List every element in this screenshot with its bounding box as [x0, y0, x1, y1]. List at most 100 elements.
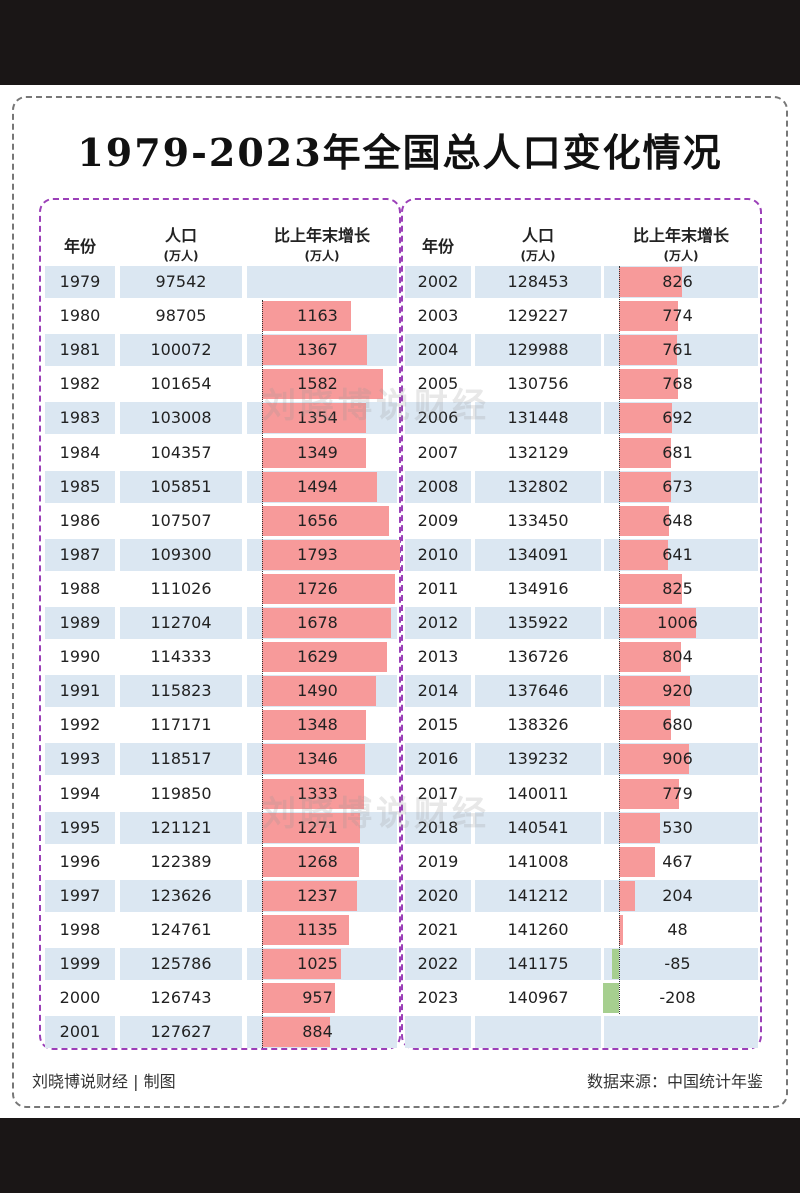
growth-bar-positive	[262, 710, 366, 741]
column-header-growth: 比上年末增长 (万人)	[604, 222, 758, 264]
population-cell: 128453	[475, 266, 601, 298]
year-cell: 1986	[59, 510, 101, 530]
growth-bar-positive	[619, 710, 672, 741]
population-cell: 109300	[120, 538, 242, 571]
year-cell: 1996	[59, 851, 101, 871]
growth-value-label: 673	[662, 476, 693, 496]
left-panel	[39, 198, 401, 1050]
population-cell: 140967	[507, 988, 569, 1008]
growth-value-label: 1793	[297, 544, 338, 564]
population-cell: 132802	[475, 470, 601, 503]
year-cell: 1999	[45, 948, 115, 980]
year-cell: 2019	[417, 851, 459, 871]
growth-value-label: -85	[664, 954, 691, 973]
page-title: 1979-2023年全国总人口变化情况	[77, 130, 723, 175]
year-cell: 1993	[45, 743, 115, 776]
header-population: 人口	[521, 226, 554, 245]
growth-value-label: 1025	[297, 954, 338, 973]
table-row: 2008 132802 673	[0, 470, 800, 503]
population-cell: 115823	[120, 675, 242, 708]
table-row: 2017 140011 779	[0, 778, 800, 810]
growth-value-label: 681	[662, 442, 693, 462]
population-cell: 103008	[120, 402, 242, 435]
population-cell: 138326	[507, 715, 569, 735]
table-row: 2015 138326 680	[0, 709, 800, 741]
year-cell: 1982	[59, 374, 101, 394]
growth-cell	[604, 948, 758, 980]
growth-value-label: 1348	[297, 715, 338, 735]
growth-bar-positive	[619, 812, 660, 843]
population-cell: 141260	[507, 919, 569, 939]
growth-bar-positive	[619, 846, 655, 877]
population-cell: 135922	[475, 607, 601, 639]
population-cell: 141212	[475, 879, 601, 912]
population-cell: 101654	[150, 374, 212, 394]
column-header-year: 年份	[45, 233, 115, 257]
population-cell: 126743	[150, 988, 212, 1008]
year-cell: 2010	[405, 538, 471, 571]
table-row: 1992 117171 1348	[0, 709, 800, 741]
year-cell: 1985	[45, 470, 115, 503]
year-cell: 2017	[417, 783, 459, 803]
growth-bar-positive	[619, 778, 679, 809]
population-cell: 119850	[150, 783, 212, 803]
growth-bar-positive	[262, 914, 350, 945]
population-cell: 98705	[155, 306, 207, 326]
growth-value-label: 530	[662, 817, 693, 837]
growth-value-label: 906	[662, 749, 693, 769]
table-row: 2022 141175 -85	[0, 948, 800, 980]
population-cell: 125786	[120, 948, 242, 980]
growth-bar-positive	[262, 983, 336, 1014]
growth-value-label: 467	[662, 851, 693, 871]
population-cell: 131448	[475, 402, 601, 435]
growth-bar-negative	[603, 983, 619, 1014]
table-row: 2003 129227 774	[0, 300, 800, 332]
header-growth-unit: (万人)	[663, 249, 699, 263]
table-row: 1990 114333 1629	[0, 641, 800, 673]
growth-bar-positive	[619, 437, 672, 468]
growth-bar-positive	[262, 573, 395, 604]
population-cell: 121121	[120, 811, 242, 844]
population-cell: 112704	[120, 607, 242, 639]
table-row: 1998 124761 1135	[0, 914, 800, 946]
year-cell: 1994	[59, 783, 101, 803]
table-row: 2014 137646 920	[0, 675, 800, 708]
population-cell: 111026	[150, 578, 212, 598]
table-row: 1999 125786 1025	[0, 948, 800, 980]
growth-value-label: 1629	[297, 647, 338, 667]
table-row: 2018 140541 530	[0, 811, 800, 844]
year-cell: 2011	[417, 578, 459, 598]
table-row: 2013 136726 804	[0, 641, 800, 673]
population-cell: 118517	[120, 743, 242, 776]
growth-bar-positive	[619, 369, 678, 400]
growth-value-label: 641	[662, 544, 693, 564]
header-growth: 比上年末增长	[632, 226, 729, 245]
zero-axis-line	[262, 300, 263, 1049]
year-cell: 1989	[45, 607, 115, 639]
growth-value-label: 884	[302, 1022, 333, 1042]
year-cell: 2005	[417, 374, 459, 394]
growth-bar-positive	[262, 676, 377, 707]
header-population: 人口	[164, 226, 197, 245]
growth-bar-positive	[619, 573, 683, 604]
growth-value-label: 692	[662, 408, 693, 428]
table-row: 2016 139232 906	[0, 743, 800, 776]
table-row: 1993 118517 1346	[0, 743, 800, 776]
table-row: 1981 100072 1367	[0, 334, 800, 367]
header-growth: 比上年末增长	[273, 226, 370, 245]
growth-value-label: 761	[662, 340, 693, 360]
year-cell	[405, 1016, 471, 1049]
table-row: 1989 112704 1678	[0, 607, 800, 639]
table-row: 1991 115823 1490	[0, 675, 800, 708]
year-cell: 2006	[405, 402, 471, 435]
empty-table-row	[0, 1016, 800, 1049]
table-row: 1979 97542	[0, 266, 800, 298]
growth-value-label: -208	[659, 988, 696, 1008]
year-cell: 2014	[405, 675, 471, 708]
growth-bar-positive	[262, 471, 377, 502]
year-cell: 2001	[45, 1016, 115, 1049]
year-cell: 1980	[59, 306, 101, 326]
population-cell: 134091	[475, 538, 601, 571]
year-cell: 1987	[45, 538, 115, 571]
year-cell: 2013	[417, 647, 459, 667]
